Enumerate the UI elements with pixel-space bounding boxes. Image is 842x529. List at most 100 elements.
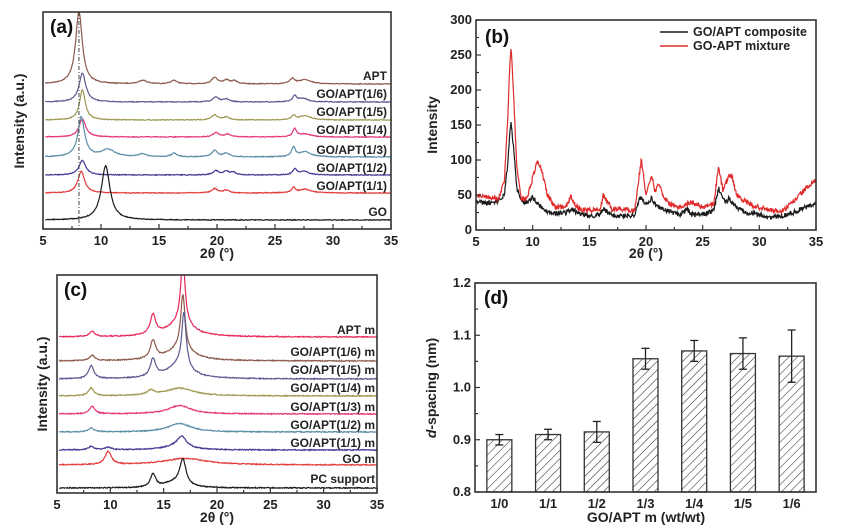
trace-label: APT: [363, 69, 388, 83]
panel-b-xlabel: 2θ (°): [629, 245, 663, 261]
d-xtick-label: 1/6: [783, 496, 801, 511]
d-ytick-label: 1.2: [453, 275, 471, 290]
trace-go-apt-1-1-m: [58, 434, 377, 452]
a-xtick-label: 35: [384, 233, 398, 248]
panel-c-label: (c): [64, 280, 87, 301]
a-xtick-label: 30: [326, 233, 340, 248]
b-xtick-label: 30: [752, 234, 766, 249]
c-xtick-label: 35: [370, 497, 384, 512]
trace-label: APT m: [337, 323, 375, 337]
b-xtick-label: 10: [525, 234, 539, 249]
d-xtick-label: 1/4: [685, 496, 704, 511]
d-ytick-label: 1.1: [453, 327, 471, 342]
b-ytick-label: 50: [458, 187, 472, 202]
panel-c-frame: [56, 274, 378, 494]
panel-c: (c) Intensity (a.u.) 2θ (°) 5 10 15 20 25 30 3…: [34, 274, 384, 525]
trace-label: GO/APT(1/3) m: [290, 400, 375, 414]
c-xtick-label: 30: [316, 497, 330, 512]
bar-1-1: [534, 433, 562, 493]
d-xtick-label: 1/0: [490, 496, 508, 511]
trace-go-apt-composite: [476, 121, 816, 221]
trace-label: PC support: [310, 472, 375, 486]
trace-label: GO: [368, 205, 387, 219]
bar-1-4: [681, 350, 708, 493]
panel-c-xlabel: 2θ (°): [200, 509, 234, 525]
panel-b-label: (b): [485, 27, 509, 48]
trace-go-apt-1-2-m: [58, 422, 377, 434]
b-ytick-label: 200: [450, 82, 472, 97]
panel-a-frame: [42, 11, 392, 230]
panel-d-label: (d): [484, 288, 508, 309]
trace-go-apt-1-3-m: [58, 404, 377, 416]
panel-d-ylabel-italic: d: [423, 429, 439, 438]
trace-apt: [44, 12, 391, 86]
trace-label: GO/APT(1/5) m: [290, 363, 375, 377]
panel-d-frame: [474, 282, 817, 493]
trace-apt-m: [58, 275, 377, 339]
trace-go-apt-1-6-m: [58, 293, 377, 363]
b-ytick-label: 250: [450, 47, 472, 62]
trace-go-apt-1-3-: [44, 115, 391, 159]
b-ytick-label: 300: [450, 12, 472, 27]
trace-go-apt-1-6-: [45, 72, 391, 104]
trace-go: [45, 164, 391, 222]
a-xtick-label: 10: [94, 233, 108, 248]
a-xtick-label: 20: [210, 233, 224, 248]
b-xtick-label: 15: [582, 234, 596, 249]
b-xtick-label: 20: [639, 234, 653, 249]
c-xtick-label: 15: [156, 497, 170, 512]
trace-go-apt-mixture: [476, 49, 816, 216]
bar-1-3: [632, 358, 659, 493]
d-ytick-label: 0.8: [453, 484, 471, 499]
trace-label: GO/APT(1/4) m: [290, 381, 375, 395]
legend: GO/APT composite GO-APT mixture: [660, 25, 807, 53]
b-ytick-label: 100: [450, 152, 472, 167]
trace-label: GO/APT(1/6): [316, 87, 387, 101]
trace-label: GO/APT(1/1) m: [290, 436, 375, 450]
trace-label: GO/APT(1/6) m: [290, 345, 375, 359]
legend-label-mixture: GO-APT mixture: [693, 39, 790, 53]
trace-label: GO/APT(1/5): [316, 105, 387, 119]
b-xtick-label: 25: [695, 234, 709, 249]
d-xtick-label: 1/3: [636, 496, 654, 511]
trace-label: GO/APT(1/2): [316, 161, 387, 175]
d-ytick-label: 0.9: [453, 432, 471, 447]
b-xtick-label: 5: [472, 234, 479, 249]
trace-label: GO m: [342, 452, 375, 466]
c-xtick-label: 20: [210, 497, 224, 512]
trace-label: GO/APT(1/1): [316, 179, 387, 193]
legend-label-composite: GO/APT composite: [693, 25, 807, 39]
panel-a: (a) Intensity (a.u.) 2θ (°) 5 10 15 20 25 30 3…: [11, 11, 398, 261]
a-xtick-label: 15: [152, 233, 166, 248]
trace-label: GO/APT(1/3): [316, 143, 387, 157]
trace-pc-support: [59, 457, 377, 490]
d-xtick-label: 1/2: [588, 496, 606, 511]
c-xtick-label: 25: [263, 497, 277, 512]
c-xtick-label: 5: [53, 497, 60, 512]
trace-go-apt-1-4-: [45, 118, 391, 139]
d-ytick-label: 1.0: [453, 380, 471, 395]
panel-d: (d) d-spacing (nm) GO/APT m (wt/wt) 1/0 1…: [423, 275, 817, 525]
panel-b-ylabel: Intensity: [424, 96, 440, 154]
panel-d-ylabel-rest: -spacing (nm): [423, 338, 439, 430]
b-ytick-label: 0: [465, 222, 472, 237]
bar-1-5: [729, 352, 757, 493]
b-ytick-label: 150: [450, 117, 472, 132]
bar-1-0: [486, 439, 513, 493]
d-xtick-label: 1/1: [539, 496, 557, 511]
c-xtick-label: 10: [103, 497, 117, 512]
panel-b: (b) Intensity 2θ (°) 5 10 15 20 25 30 35 0 50 100…: [424, 12, 823, 261]
panel-a-ylabel: Intensity (a.u.): [11, 74, 27, 169]
panel-a-xlabel: 2θ (°): [200, 245, 234, 261]
b-xtick-label: 35: [809, 234, 823, 249]
trace-go-apt-1-1-: [45, 170, 391, 195]
trace-go-m: [58, 449, 377, 467]
trace-go-apt-1-5-: [45, 88, 391, 122]
panel-d-ylabel: d-spacing (nm): [423, 338, 439, 438]
panel-a-label: (a): [50, 17, 73, 38]
panel-b-frame: [475, 19, 817, 231]
trace-label: GO/APT(1/2) m: [290, 418, 375, 432]
a-xtick-label: 25: [268, 233, 282, 248]
panel-c-ylabel: Intensity (a.u.): [34, 337, 50, 432]
